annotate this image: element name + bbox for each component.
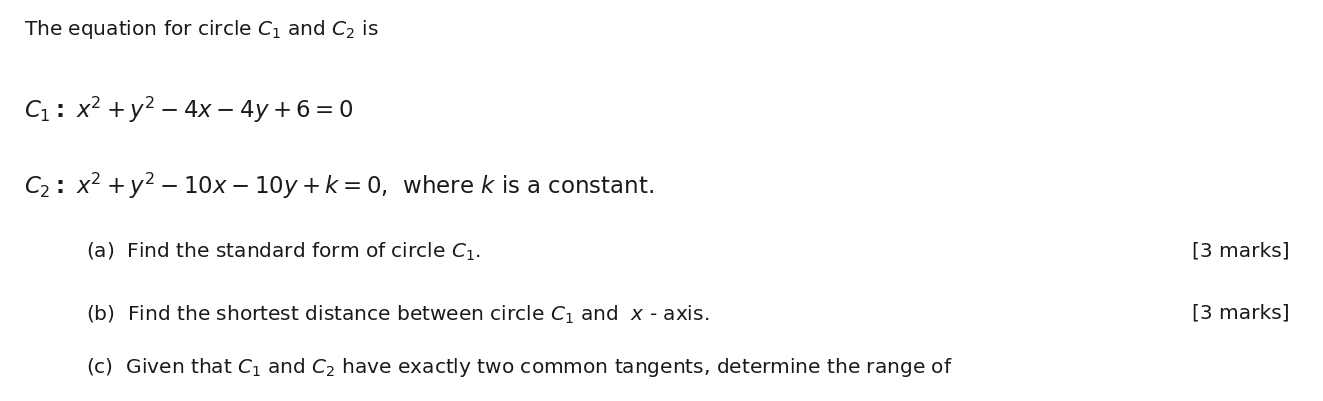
Text: (c)  Given that $\mathit{C}_1$ and $\mathit{C}_2$ have exactly two common tangen: (c) Given that $\mathit{C}_1$ and $\math… [86, 355, 953, 378]
Text: [3 marks]: [3 marks] [1192, 241, 1290, 259]
Text: $\mathit{C}_1\mathbf{:}\ x^2+y^2-4x-4y+6=0$: $\mathit{C}_1\mathbf{:}\ x^2+y^2-4x-4y+6… [24, 94, 353, 124]
Text: The equation for circle $\mathit{C}_1$ and $\mathit{C}_2$ is: The equation for circle $\mathit{C}_1$ a… [24, 18, 378, 41]
Text: $\mathit{C}_2\mathbf{:}\ x^2+y^2-10x-10y+k=0$,  where $k$ is a constant.: $\mathit{C}_2\mathbf{:}\ x^2+y^2-10x-10y… [24, 170, 654, 200]
Text: (b)  Find the shortest distance between circle $\mathit{C}_1$ and  $x$ - axis.: (b) Find the shortest distance between c… [86, 303, 709, 325]
Text: [3 marks]: [3 marks] [1192, 303, 1290, 322]
Text: (a)  Find the standard form of circle $\mathit{C}_1$.: (a) Find the standard form of circle $\m… [86, 241, 482, 263]
